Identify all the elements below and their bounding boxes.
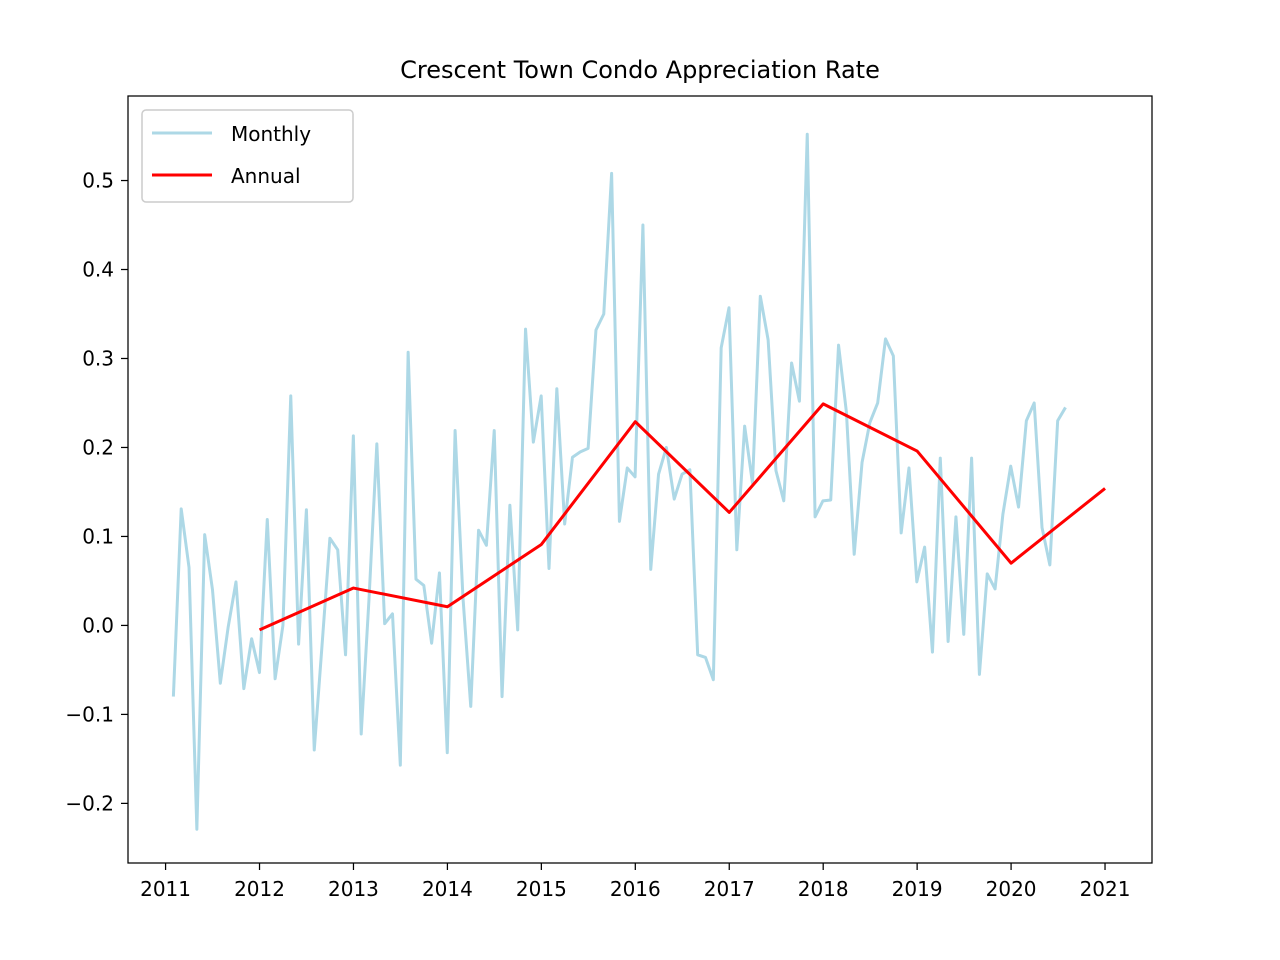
x-tick-label: 2017 — [704, 877, 755, 901]
y-tick-label: 0.0 — [82, 613, 114, 637]
legend: Monthly Annual — [141, 109, 354, 203]
x-tick-label: 2014 — [422, 877, 473, 901]
series-line-monthly — [171, 132, 1067, 831]
x-tick-label: 2012 — [234, 877, 285, 901]
chart-title: Crescent Town Condo Appreciation Rate — [400, 56, 880, 84]
x-axis: 2011 2012 2013 2014 2015 2016 2017 2018 2019 2020… — [140, 863, 1130, 901]
y-tick-label: −0.1 — [65, 702, 114, 726]
x-tick-label: 2020 — [986, 877, 1037, 901]
y-tick-label: −0.2 — [65, 791, 114, 815]
x-tick-label: 2021 — [1080, 877, 1131, 901]
y-tick-label: 0.1 — [82, 524, 114, 548]
y-tick-label: 0.4 — [82, 258, 114, 282]
legend-label-annual: Annual — [231, 164, 301, 188]
x-tick-label: 2015 — [516, 877, 567, 901]
x-tick-label: 2019 — [892, 877, 943, 901]
series-line-annual — [258, 402, 1106, 632]
y-tick-label: 0.3 — [82, 346, 114, 370]
x-tick-label: 2018 — [798, 877, 849, 901]
y-tick-label: 0.5 — [82, 169, 114, 193]
legend-label-monthly: Monthly — [231, 122, 311, 146]
x-tick-label: 2013 — [328, 877, 379, 901]
y-axis: −0.2 −0.1 0.0 0.1 0.2 0.3 0.4 0.5 — [65, 169, 128, 815]
plot-area-frame — [127, 95, 1153, 864]
x-tick-label: 2011 — [140, 877, 191, 901]
x-tick-label: 2016 — [610, 877, 661, 901]
y-tick-label: 0.2 — [82, 435, 114, 459]
series-layer — [171, 132, 1106, 831]
